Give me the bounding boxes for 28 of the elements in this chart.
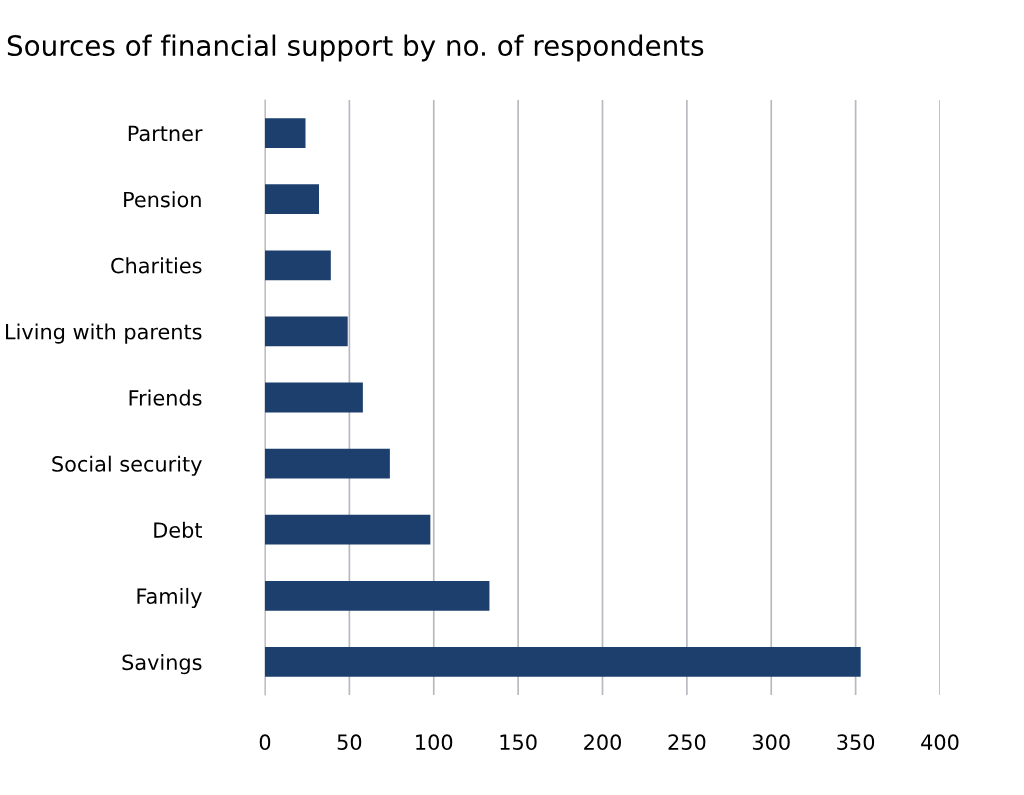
bar	[265, 514, 431, 545]
x-tick-label: 150	[500, 734, 537, 751]
y-tick-label: Pension	[124, 191, 201, 208]
bar	[265, 382, 363, 413]
bar	[265, 184, 319, 215]
bar	[265, 647, 861, 677]
y-tick-label: Friends	[129, 389, 202, 406]
x-tick-label: 50	[337, 734, 362, 751]
y-tick-label: Family	[137, 587, 202, 609]
x-tick-label: 350	[837, 734, 875, 751]
y-tick-label: Living with parents	[6, 323, 202, 344]
x-tick-label: 250	[668, 734, 706, 751]
bar	[265, 118, 306, 148]
bar	[265, 448, 390, 479]
y-tick-label: Savings	[122, 654, 202, 675]
x-tick-label: 100	[416, 734, 453, 751]
bar	[265, 250, 331, 281]
y-tick-label: Social security	[52, 455, 202, 476]
y-tick-label: Partner	[128, 125, 203, 142]
x-tick-label: 0	[259, 734, 271, 751]
x-tick-label: 300	[752, 734, 790, 751]
chart-title: Sources of financial support by no. of respondents	[7, 34, 704, 62]
bar	[265, 316, 348, 347]
bar	[265, 580, 490, 611]
y-tick-label: Debt	[154, 521, 202, 538]
x-tick-label: 400	[921, 734, 959, 751]
y-tick-label: Charities	[111, 257, 202, 274]
x-tick-label: 200	[584, 734, 621, 751]
